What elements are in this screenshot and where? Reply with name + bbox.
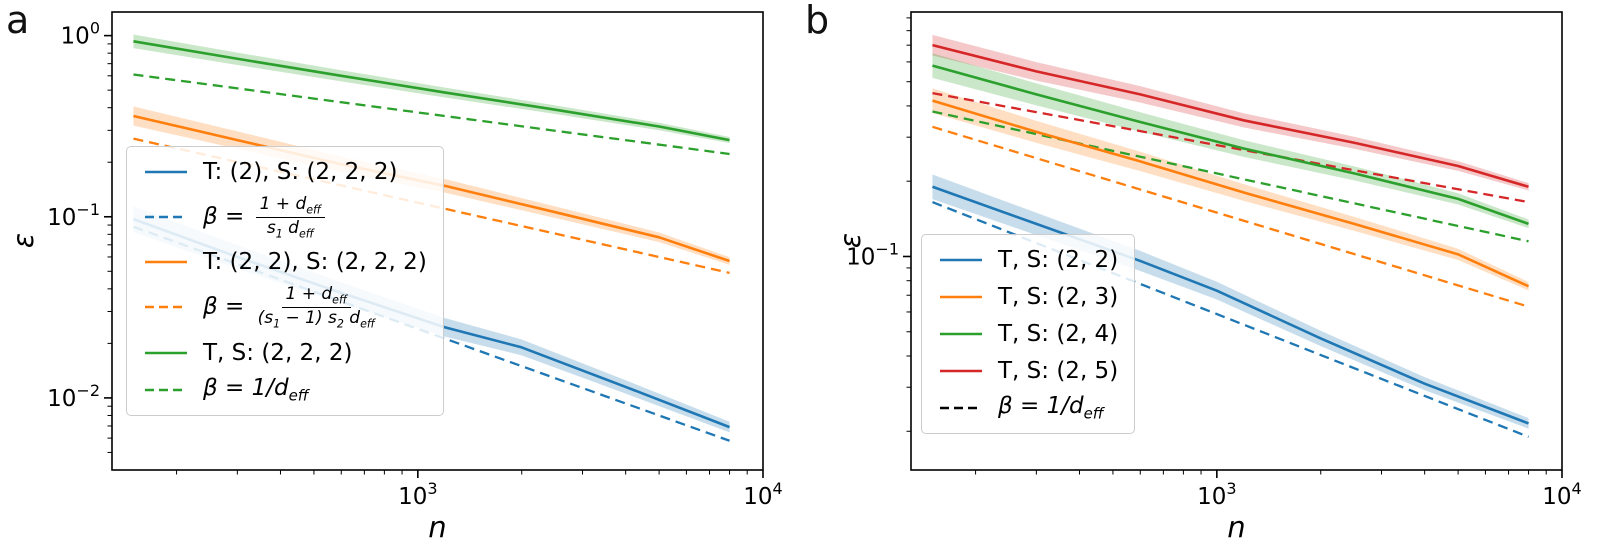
y-axis-label-b: ε (834, 232, 868, 249)
legend-b: T, S: (2, 2) T, S: (2, 3) T, S: (2, 4) T, S… (921, 234, 1136, 434)
legend-entry: T, S: (2, 5) (938, 356, 1118, 386)
legend-fraction: 1 + deff (s1 − 1) s2 deff (257, 284, 375, 331)
legend-a: T: (2), S: (2, 2, 2) β = 1 + deff s1 deff T… (126, 146, 444, 416)
panel-label-a: a (6, 0, 30, 42)
legend-entry: T, S: (2, 4) (938, 319, 1118, 349)
axes-spines (111, 11, 764, 471)
confidence-band (932, 34, 1529, 191)
legend-entry: β = 1 + deff s1 deff (143, 194, 427, 240)
axes-spines (910, 11, 1563, 471)
legend-swatch (145, 306, 187, 309)
legend-label: β = 1 + deff (s1 − 1) s2 deff (203, 284, 375, 331)
series-line (932, 99, 1530, 288)
x-tick-label: 103 (1197, 479, 1236, 510)
x-axis-label-a: n (428, 510, 447, 544)
y-axis-label-a: ε (7, 232, 41, 249)
legend-label: T, S: (2, 3) (998, 284, 1119, 310)
legend-entry: T: (2), S: (2, 2, 2) (143, 157, 427, 187)
legend-swatch (940, 406, 982, 410)
legend-swatch (940, 258, 982, 262)
plot-area-b: 103 104 10−1 (846, 11, 1582, 510)
legend-swatch (940, 295, 982, 299)
series-line (932, 43, 1529, 189)
panel-a: 103 104 100 10−1 10−2 a ε n T: (2), S: (2, 2… (6, 0, 783, 544)
legend-entry: T, S: (2, 3) (938, 282, 1118, 312)
reference-dashed-line (932, 110, 1529, 243)
legend-swatch (940, 369, 982, 373)
series-line (133, 114, 730, 263)
legend-entry: β = 1/deff (938, 393, 1118, 423)
legend-entry: T, S: (2, 2) (938, 245, 1118, 275)
legend-label: β = 1/deff (998, 393, 1104, 423)
legend-label: T, S: (2, 4) (998, 321, 1119, 347)
legend-swatch (145, 170, 187, 174)
legend-swatch (145, 215, 187, 219)
y-tick-label: 10−2 (47, 381, 100, 412)
y-tick-label: 10−1 (47, 200, 100, 231)
series-line (133, 40, 730, 142)
y-tick-label: 10−1 (846, 239, 899, 270)
x-tick-label: 103 (398, 479, 437, 510)
panel-label-b: b (805, 0, 830, 42)
reference-dashed-line (932, 201, 1529, 438)
x-axis-label-b: n (1227, 510, 1246, 544)
legend-swatch (145, 260, 187, 264)
legend-entry: β = 1/deff (143, 375, 427, 405)
legend-label: T, S: (2, 5) (998, 358, 1119, 384)
reference-dashed-line (133, 73, 730, 156)
legend-fraction: 1 + deff s1 deff (255, 194, 326, 240)
reference-dashed-line (932, 125, 1529, 308)
legend-label: β = 1 + deff s1 deff (203, 194, 326, 240)
legend-swatch (145, 388, 187, 391)
series-line (932, 64, 1529, 226)
x-tick-label: 104 (1542, 479, 1581, 510)
series-line (932, 185, 1530, 425)
reference-dashed-line (932, 92, 1529, 204)
legend-label: T: (2), S: (2, 2, 2) (203, 159, 398, 185)
confidence-band (932, 53, 1529, 229)
legend-label: T: (2, 2), S: (2, 2, 2) (203, 249, 427, 276)
legend-swatch (940, 332, 982, 336)
panel-b: 103 104 10−1 b ε n T, S: (2, 2) T, S: (2, 3… (799, 0, 1598, 546)
legend-label: T, S: (2, 2, 2) (203, 339, 353, 366)
x-tick-label: 104 (743, 479, 782, 510)
legend-label: β = 1/deff (203, 374, 309, 405)
legend-entry: β = 1 + deff (s1 − 1) s2 deff (143, 284, 427, 330)
confidence-band (133, 34, 730, 144)
y-tick-label: 100 (61, 19, 100, 50)
legend-label: T, S: (2, 2) (998, 247, 1119, 273)
legend-entry: T, S: (2, 2, 2) (143, 338, 427, 368)
legend-swatch (145, 351, 187, 354)
legend-entry: T: (2, 2), S: (2, 2, 2) (143, 247, 427, 277)
